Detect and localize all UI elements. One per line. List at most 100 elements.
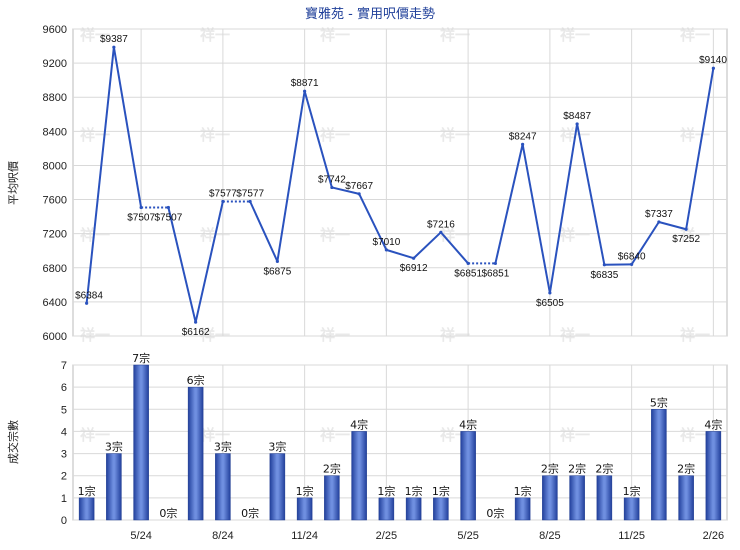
price-line-segment xyxy=(303,90,333,188)
price-point xyxy=(330,185,334,190)
volume-data-label: 1宗 xyxy=(514,484,532,498)
price-point xyxy=(630,262,634,266)
price-data-label: $6835 xyxy=(590,270,618,281)
volume-bar xyxy=(78,497,95,521)
watermark-text: 祥一 xyxy=(560,426,590,444)
price-point xyxy=(657,220,661,224)
volume-bar xyxy=(460,431,476,521)
price-point xyxy=(493,261,497,266)
volume-y-tick-label: 7 xyxy=(61,360,67,372)
price-line-segment xyxy=(658,221,687,231)
price-data-label: $7507 xyxy=(154,212,182,223)
volume-bar xyxy=(651,409,667,521)
volume-bar xyxy=(269,453,286,521)
volume-bar xyxy=(324,475,340,521)
watermark-text: 祥一 xyxy=(320,226,350,244)
x-tick-label: 8/24 xyxy=(212,530,233,542)
watermark-text: 祥一 xyxy=(440,326,470,344)
volume-bar xyxy=(678,475,694,521)
watermark-text: 祥一 xyxy=(680,326,710,344)
price-line-segment xyxy=(167,207,197,323)
price-data-label: $6912 xyxy=(400,263,428,274)
volume-data-label: 2宗 xyxy=(677,462,695,476)
volume-data-label: 4宗 xyxy=(704,417,722,431)
price-point xyxy=(194,320,198,324)
price-point xyxy=(384,248,388,252)
price-point xyxy=(548,291,552,295)
volume-data-label: 2宗 xyxy=(568,462,586,476)
price-data-label: $8247 xyxy=(509,131,537,142)
price-line-segment xyxy=(576,123,606,265)
volume-bar xyxy=(133,364,149,521)
price-data-label: $7577 xyxy=(236,189,264,200)
watermark-text: 祥一 xyxy=(320,26,350,44)
volume-data-label: 0宗 xyxy=(159,506,177,520)
price-point xyxy=(112,45,116,49)
watermark-text: 祥一 xyxy=(80,26,110,44)
price-point xyxy=(466,261,470,266)
watermark-text: 祥一 xyxy=(80,426,110,444)
price-y-tick-label: 6800 xyxy=(43,263,67,275)
price-plot-frame xyxy=(72,28,728,337)
x-tick-label: 11/24 xyxy=(291,530,318,542)
watermark-text: 祥一 xyxy=(440,26,470,44)
chart-title: 寶雅苑 - 實用呎價走勢 xyxy=(305,6,435,22)
volume-y-tick-label: 4 xyxy=(61,426,67,438)
volume-data-label: 1宗 xyxy=(432,484,450,498)
x-tick-label: 5/24 xyxy=(130,530,151,542)
price-line-segment xyxy=(548,123,579,294)
price-line-segment xyxy=(521,144,551,294)
price-point xyxy=(711,66,715,70)
price-y-axis-label: 平均呎價 xyxy=(6,161,20,205)
volume-y-tick-label: 2 xyxy=(61,471,67,483)
volume-data-label: 5宗 xyxy=(650,395,668,409)
volume-bar xyxy=(351,431,367,521)
volume-data-label: 3宗 xyxy=(214,440,232,454)
price-data-label: $6851 xyxy=(481,268,509,279)
x-tick-label: 2/25 xyxy=(376,530,397,542)
volume-data-label: 2宗 xyxy=(595,462,613,476)
price-data-label: $7337 xyxy=(645,209,673,220)
x-tick-label: 2/26 xyxy=(703,530,724,542)
volume-y-tick-label: 0 xyxy=(61,515,67,527)
watermark-text: 祥一 xyxy=(680,226,710,244)
watermark-text: 祥一 xyxy=(320,426,350,444)
volume-y-tick-label: 3 xyxy=(61,449,67,461)
volume-data-label: 1宗 xyxy=(296,484,314,498)
price-line-segment xyxy=(412,231,442,259)
price-line-segment xyxy=(276,91,306,262)
volume-y-tick-label: 1 xyxy=(61,493,67,505)
volume-data-label: 0宗 xyxy=(486,506,504,520)
volume-y-axis-label: 成交宗數 xyxy=(6,420,20,464)
price-point xyxy=(602,263,606,267)
watermark-text: 祥一 xyxy=(680,26,710,44)
price-data-label: $9387 xyxy=(100,34,128,45)
price-point xyxy=(166,205,170,210)
price-line-segment xyxy=(494,144,524,264)
price-data-label: $7742 xyxy=(318,174,346,185)
price-data-label: $7216 xyxy=(427,219,455,230)
volume-data-label: 1宗 xyxy=(377,484,395,498)
volume-bar xyxy=(705,431,722,521)
price-point xyxy=(412,256,416,260)
watermark-text: 祥一 xyxy=(320,126,350,144)
volume-bar xyxy=(215,453,231,521)
volume-bar xyxy=(433,497,449,521)
volume-data-label: 1宗 xyxy=(405,484,423,498)
volume-data-label: 4宗 xyxy=(350,417,368,431)
price-data-label: $8487 xyxy=(563,111,591,122)
price-data-label: $6162 xyxy=(182,327,210,338)
volume-data-label: 1宗 xyxy=(623,484,641,498)
price-data-label: $9140 xyxy=(699,55,727,66)
price-y-tick-label: 7600 xyxy=(43,195,67,207)
chart-labels: $6384 $9387 $7507 $7507 $6162 $7577 $7577 $6875… xyxy=(75,34,727,520)
price-point xyxy=(248,199,252,204)
watermark-text: 祥一 xyxy=(320,326,350,344)
volume-data-label: 3宗 xyxy=(268,440,286,454)
watermark-text: 祥一 xyxy=(80,326,110,344)
volume-bar xyxy=(514,497,531,521)
volume-bar xyxy=(106,453,122,521)
volume-y-tick-label: 5 xyxy=(61,404,67,416)
x-tick-label: 5/25 xyxy=(457,530,478,542)
